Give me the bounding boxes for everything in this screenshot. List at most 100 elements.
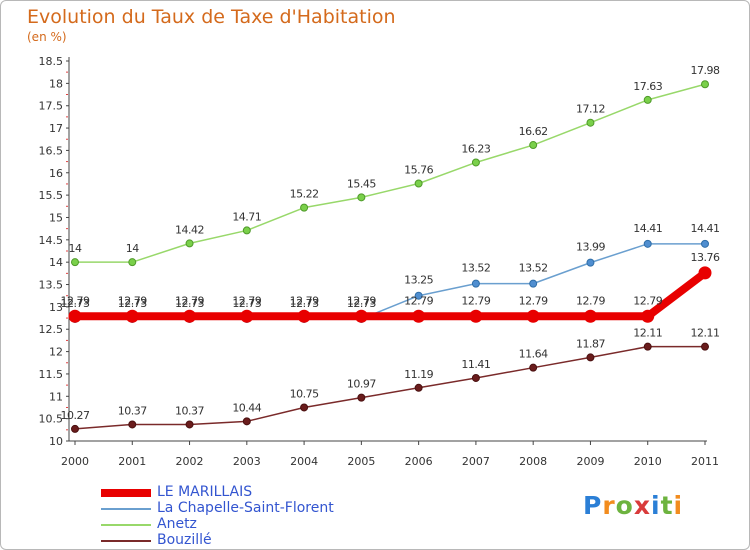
- logo-letter: x: [633, 491, 651, 520]
- data-point: [583, 309, 597, 323]
- logo-letter: i: [651, 491, 661, 520]
- y-tick-label: 11.5: [39, 368, 64, 381]
- x-tick-label: 2004: [290, 455, 318, 468]
- data-point: [300, 403, 309, 412]
- logo-letter: P: [583, 491, 603, 520]
- data-label: 12.73: [175, 297, 204, 310]
- legend-label: LE MARILLAIS: [157, 484, 253, 500]
- data-label: 12.79: [633, 294, 662, 307]
- data-label: 13.52: [461, 262, 490, 275]
- data-label: 12.79: [461, 294, 490, 307]
- data-label: 12.79: [118, 294, 147, 307]
- data-label: 13.76: [691, 251, 720, 264]
- data-point: [357, 393, 366, 402]
- x-tick-label: 2006: [405, 455, 433, 468]
- data-point: [185, 239, 194, 248]
- data-point: [300, 203, 309, 212]
- data-point: [529, 141, 538, 150]
- data-label: 17.63: [633, 80, 662, 93]
- logo-letter: o: [615, 491, 634, 520]
- data-label: 12.79: [232, 294, 261, 307]
- data-point: [414, 383, 423, 392]
- data-point: [586, 353, 595, 362]
- data-point: [414, 179, 423, 188]
- data-point: [701, 80, 709, 89]
- data-label: 17.12: [576, 103, 605, 116]
- data-point: [185, 420, 194, 429]
- legend-swatch: [101, 540, 151, 542]
- data-label: 15.45: [347, 177, 376, 190]
- data-label: 13.99: [576, 241, 605, 254]
- data-label: 10.37: [175, 404, 204, 417]
- legend-swatch: [101, 489, 151, 497]
- y-tick-label: 15: [49, 211, 63, 224]
- data-label: 10.37: [118, 404, 147, 417]
- data-label: 12.73: [232, 297, 261, 310]
- data-label: 14.41: [633, 222, 662, 235]
- y-tick-label: 13.5: [39, 279, 64, 292]
- data-label: 12.73: [290, 297, 319, 310]
- data-point: [471, 373, 480, 382]
- x-tick-label: 2005: [347, 455, 375, 468]
- y-tick-label: 14.5: [39, 234, 64, 247]
- x-tick-label: 2008: [519, 455, 547, 468]
- proxiti-logo: Proxiti: [583, 491, 683, 520]
- data-label: 11.19: [404, 368, 433, 381]
- data-point: [471, 279, 480, 288]
- x-tick-label: 2000: [61, 455, 89, 468]
- x-tick-label: 2011: [691, 455, 719, 468]
- legend-label: La Chapelle-Saint-Florent: [157, 500, 334, 516]
- legend-label: Anetz: [157, 516, 197, 532]
- data-label: 10.97: [347, 378, 376, 391]
- series-line-2: [74, 83, 706, 263]
- data-point: [183, 309, 197, 323]
- legend-label: Bouzillé: [157, 532, 212, 548]
- data-label: 12.79: [290, 294, 319, 307]
- data-point: [354, 309, 368, 323]
- data-point: [471, 158, 480, 167]
- data-point: [526, 309, 540, 323]
- data-point: [297, 309, 311, 323]
- data-label: 13.52: [519, 262, 548, 275]
- data-point: [698, 266, 712, 280]
- data-point: [641, 309, 655, 323]
- logo-letter: r: [602, 491, 616, 520]
- data-point: [68, 309, 82, 323]
- x-tick-label: 2009: [576, 455, 604, 468]
- y-tick-label: 16: [49, 167, 63, 180]
- y-tick-label: 16.5: [39, 144, 64, 157]
- data-label: 12.79: [347, 294, 376, 307]
- legend-item: Bouzillé: [101, 532, 401, 549]
- x-tick-label: 2001: [118, 455, 146, 468]
- data-label: 14.71: [232, 210, 261, 223]
- data-point: [357, 193, 366, 202]
- x-tick-label: 2003: [233, 455, 261, 468]
- y-tick-label: 17.5: [39, 100, 64, 113]
- data-point: [469, 309, 483, 323]
- data-point: [586, 118, 595, 127]
- data-point: [242, 226, 251, 235]
- y-tick-label: 12: [49, 346, 63, 359]
- logo-letter: t: [660, 491, 674, 520]
- data-point: [128, 258, 137, 267]
- data-point: [414, 291, 423, 300]
- series-line-1: [74, 243, 706, 320]
- data-label: 10.27: [61, 409, 90, 422]
- data-point: [71, 258, 79, 267]
- data-label: 12.79: [175, 294, 204, 307]
- logo-letter: i: [673, 491, 684, 520]
- data-point: [125, 309, 139, 323]
- data-label: 12.73: [347, 297, 376, 310]
- data-label: 12.11: [633, 327, 662, 340]
- data-label: 11.87: [576, 337, 605, 350]
- y-tick-label: 13: [49, 301, 63, 314]
- data-label: 12.11: [691, 327, 720, 340]
- data-label: 13.25: [404, 274, 433, 287]
- y-tick-label: 18.5: [39, 55, 64, 68]
- y-tick-label: 15.5: [39, 189, 64, 202]
- data-label: 12.79: [576, 294, 605, 307]
- x-tick-label: 2007: [462, 455, 490, 468]
- y-tick-label: 12.5: [39, 323, 64, 336]
